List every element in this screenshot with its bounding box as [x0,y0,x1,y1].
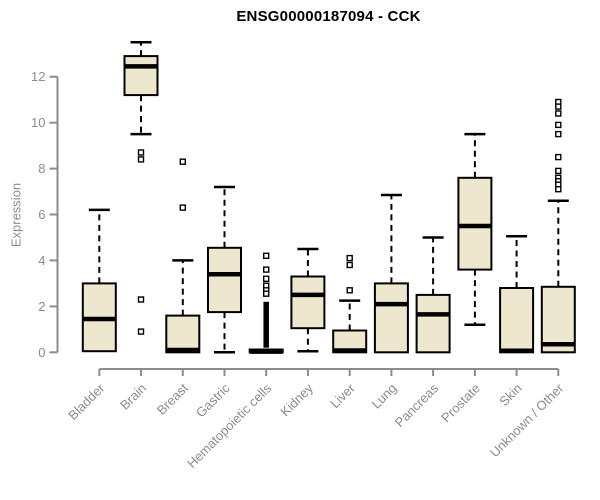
x-tick-label-breast: Breast [154,380,191,417]
box-lung [373,282,409,354]
x-tick-label-skin: Skin [496,381,524,409]
x-tick-label-liver: Liver [327,380,358,411]
y-tick-label-6: 6 [38,207,45,222]
outlier-hematopoietic-cells-0 [263,252,270,260]
x-tick-label-pancreas: Pancreas [392,380,442,430]
outlier-strip-hematopoietic-cells [263,301,269,348]
outlier-hematopoietic-cells-2 [263,275,270,282]
y-tick-label-8: 8 [38,161,45,176]
outlier-hematopoietic-cells-5 [263,290,270,297]
outlier-brain-1 [137,156,145,163]
x-tick-label-lung: Lung [368,381,399,412]
outlier-liver-1 [346,261,353,269]
box-skin [499,287,535,354]
outlier-breast-1 [179,204,187,211]
outlier-liver-0 [346,254,353,262]
y-tick-label-12: 12 [31,69,45,84]
outlier-liver-2 [346,287,353,294]
box-breast [165,314,201,354]
box-prostate [457,176,493,271]
y-tick-label-0: 0 [38,345,45,360]
box-unknown-other [540,285,576,354]
outlier-unknown-other-10 [555,185,562,193]
box-brain [123,55,159,97]
chart-title: ENSG00000187094 - CCK [236,8,421,25]
y-tick-label-4: 4 [38,253,45,268]
outlier-breast-0 [179,158,187,165]
outlier-unknown-other-3 [555,121,562,129]
x-tick-label-gastric: Gastric [193,380,233,420]
y-tick-label-2: 2 [38,299,45,314]
x-tick-label-unknown-other: Unknown / Other [487,380,567,460]
y-tick-label-10: 10 [31,115,45,130]
outlier-brain-3 [137,328,145,335]
box-gastric [207,246,242,314]
outlier-unknown-other-2 [555,110,562,117]
outlier-unknown-other-6 [555,167,562,175]
box-pancreas [415,293,451,354]
x-tick-label-kidney: Kidney [277,380,316,419]
x-tick-label-brain: Brain [117,381,149,413]
outlier-hematopoietic-cells-1 [263,266,270,273]
x-tick-label-prostate: Prostate [438,381,483,426]
x-tick-label-bladder: Bladder [65,380,108,423]
outlier-brain-2 [137,296,145,303]
box-kidney [290,275,326,330]
outlier-unknown-other-1 [555,103,562,110]
outlier-unknown-other-4 [555,130,562,138]
outlier-brain-0 [137,149,145,156]
outlier-unknown-other-5 [555,153,562,161]
